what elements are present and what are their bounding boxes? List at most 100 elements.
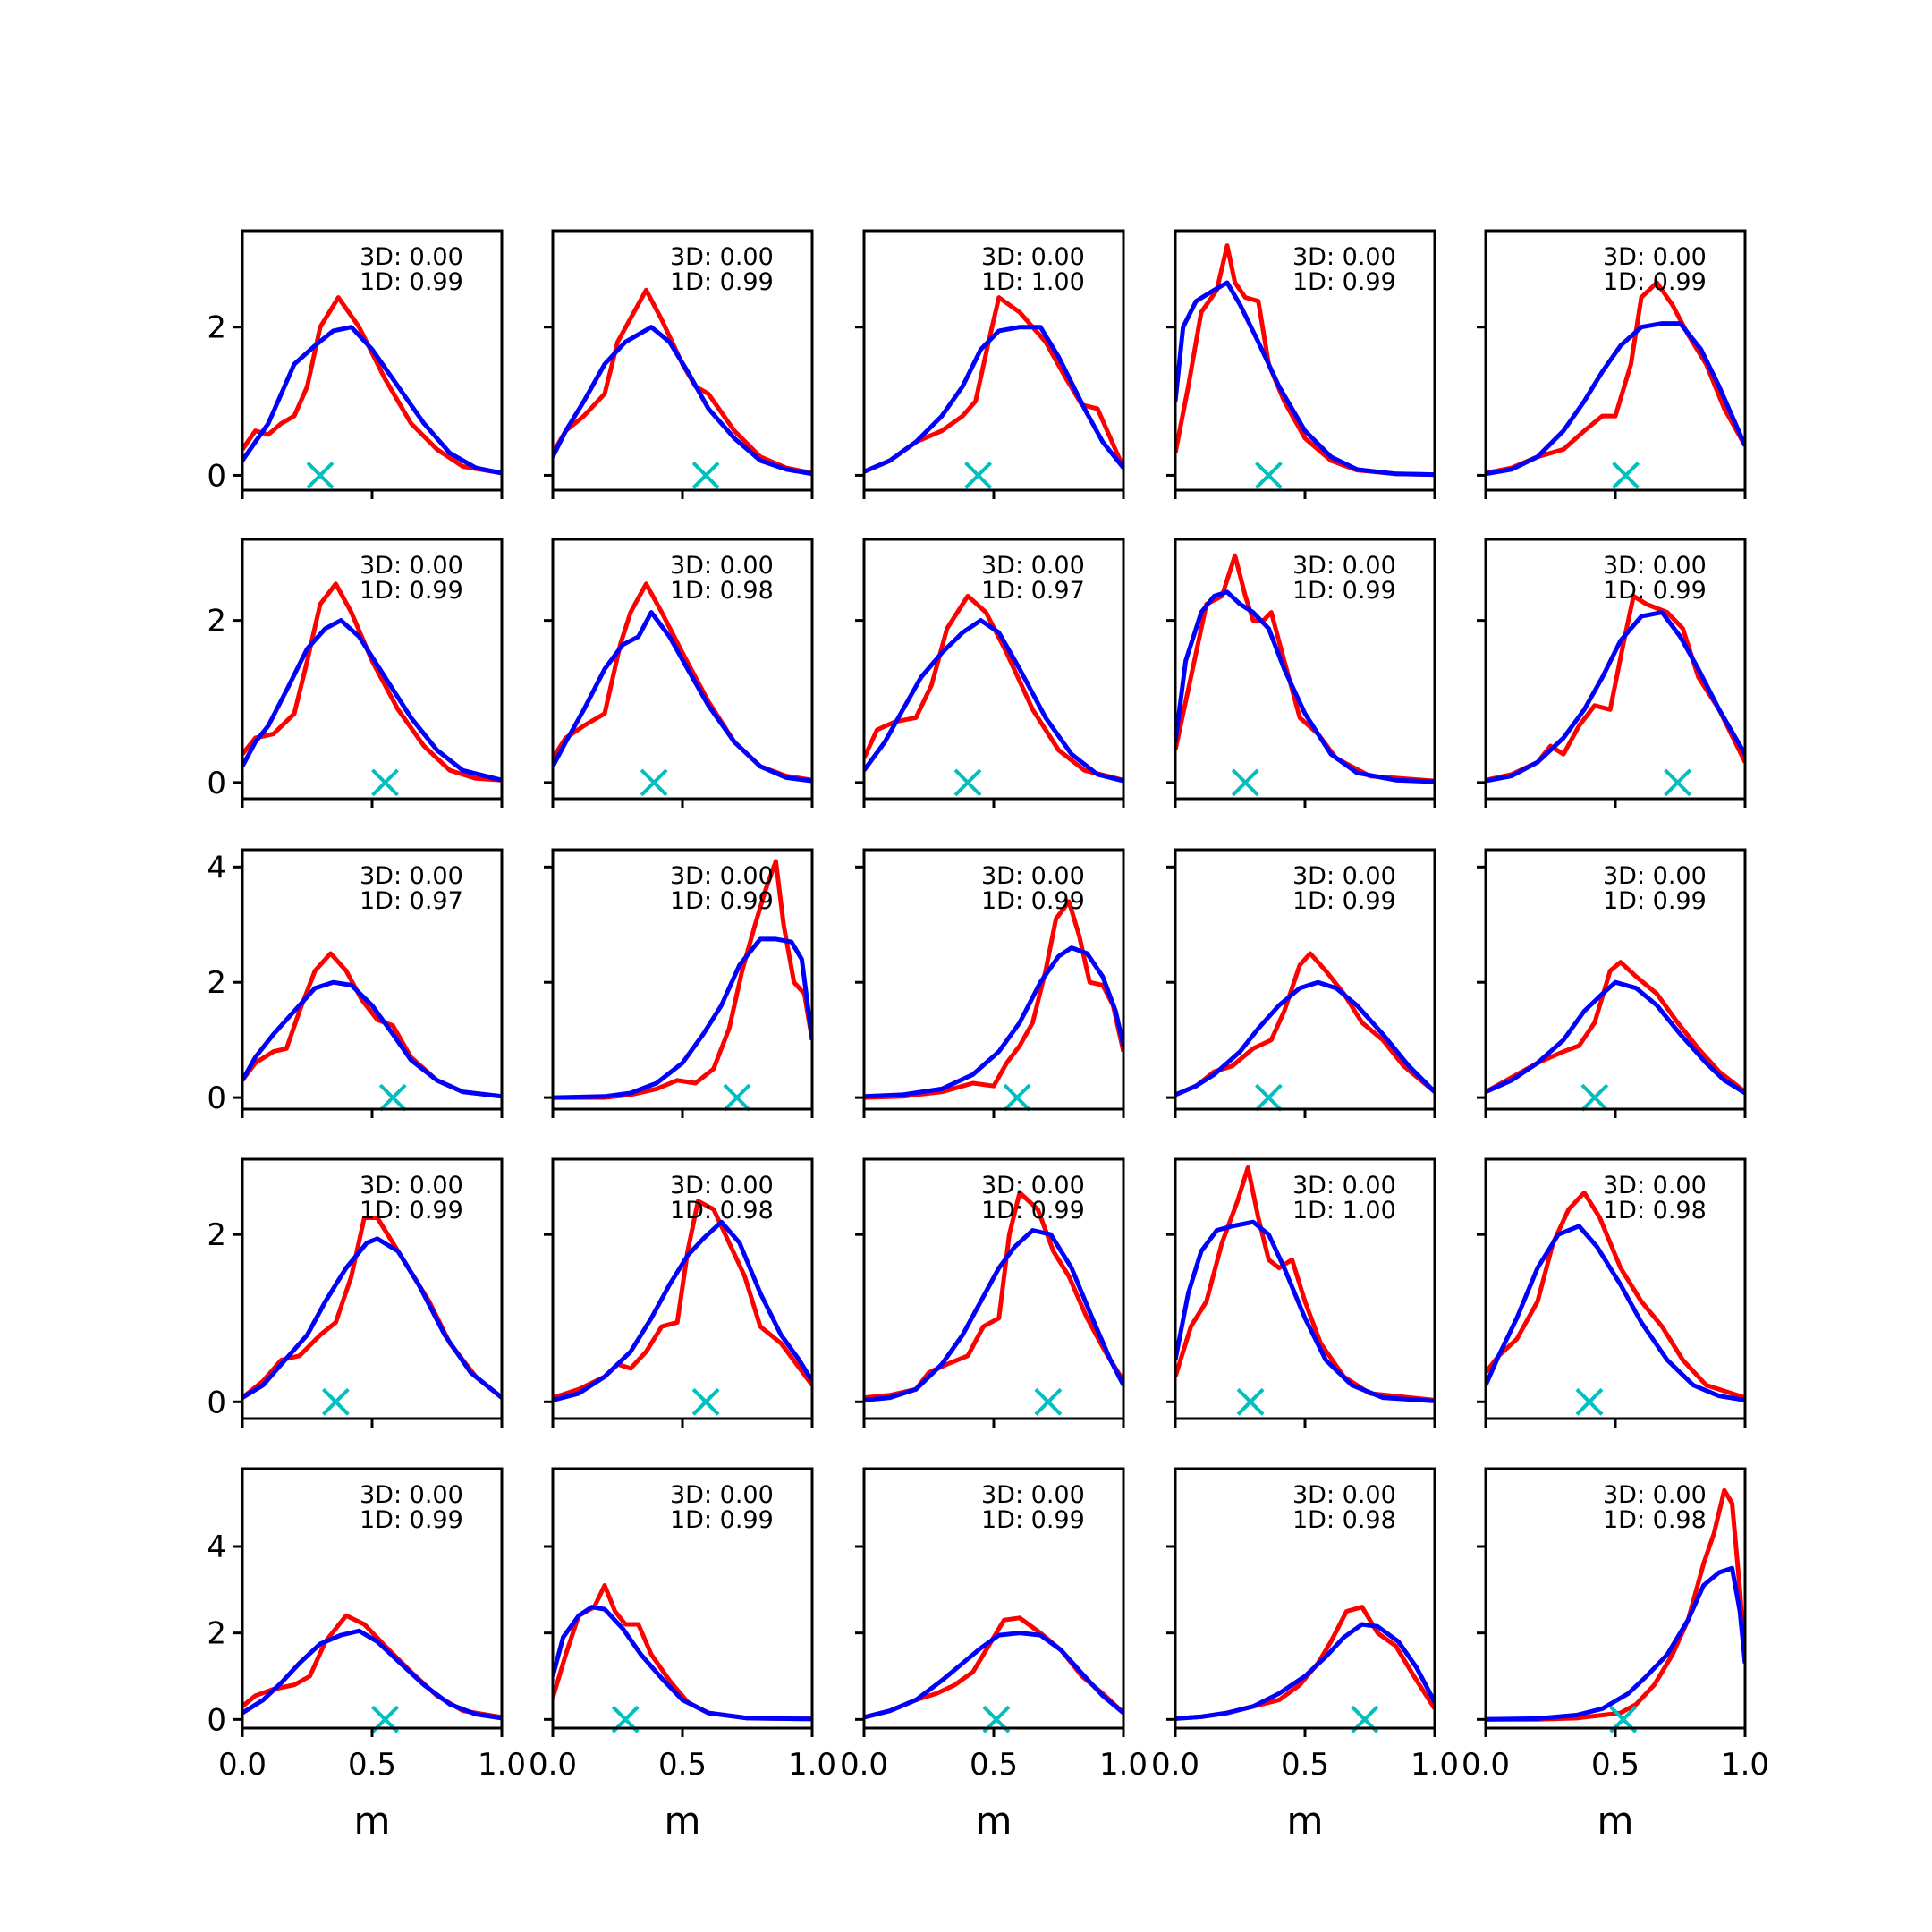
- annotation-text: 3D: 0.00: [1603, 862, 1707, 890]
- blue-curve: [242, 325, 502, 476]
- annotation-text: 1D: 0.99: [360, 268, 463, 296]
- x-marker: [1664, 768, 1692, 797]
- x-marker: [1003, 1083, 1031, 1112]
- x-tick-label: 0.0: [529, 1747, 577, 1783]
- x-tick-label: 0.5: [1281, 1747, 1329, 1783]
- red-curve: [864, 899, 1123, 1100]
- y-tick-label: 2: [207, 965, 226, 1001]
- blue-curve: [1486, 610, 1745, 784]
- blue-curve: [864, 945, 1123, 1099]
- x-marker: [691, 462, 720, 489]
- x-marker: [378, 1083, 407, 1112]
- annotation-text: 1D: 0.98: [670, 577, 774, 605]
- blue-curve: [242, 1628, 502, 1721]
- annotation-text: 1D: 0.99: [1603, 887, 1707, 915]
- annotation-text: 1D: 0.99: [1292, 577, 1396, 605]
- annotation-text: 3D: 0.00: [670, 862, 774, 890]
- annotation-text: 1D: 0.98: [1603, 1197, 1707, 1224]
- annotation-text: 1D: 0.99: [1603, 577, 1707, 605]
- annotation-text: 3D: 0.00: [360, 1481, 463, 1509]
- annotation-text: 3D: 0.00: [670, 243, 774, 271]
- blue-curve: [242, 1236, 502, 1400]
- x-tick-label: 0.0: [1151, 1747, 1199, 1783]
- annotation-text: 1D: 0.99: [981, 887, 1085, 915]
- annotation-text: 3D: 0.00: [981, 862, 1085, 890]
- annotation-text: 3D: 0.00: [1292, 552, 1396, 580]
- x-marker: [691, 1387, 720, 1416]
- blue-curve: [553, 325, 812, 477]
- x-marker: [1612, 462, 1640, 489]
- annotation-text: 1D: 0.99: [670, 1506, 774, 1534]
- annotation-text: 1D: 0.98: [670, 1197, 774, 1224]
- annotation-text: 3D: 0.00: [981, 1172, 1085, 1199]
- y-tick-label: 2: [207, 604, 226, 640]
- x-marker: [321, 1387, 350, 1416]
- red-curve: [864, 295, 1123, 474]
- blue-curve: [1175, 979, 1435, 1097]
- blue-curve: [553, 1219, 812, 1402]
- red-curve: [242, 295, 502, 476]
- x-tick-label: 1.0: [788, 1747, 836, 1783]
- y-tick-label: 4: [207, 850, 226, 886]
- blue-curve: [1175, 1219, 1435, 1403]
- annotation-text: 1D: 0.99: [981, 1506, 1085, 1534]
- blue-curve: [553, 1605, 812, 1722]
- annotation-text: 3D: 0.00: [1603, 243, 1707, 271]
- annotation-text: 3D: 0.00: [670, 1481, 774, 1509]
- annotation-text: 1D: 0.97: [981, 577, 1085, 605]
- blue-curve: [1175, 280, 1435, 478]
- x-tick-label: 0.0: [1462, 1747, 1510, 1783]
- annotation-text: 3D: 0.00: [981, 1481, 1085, 1509]
- y-tick-label: 0: [207, 1702, 226, 1738]
- x-marker: [723, 1083, 751, 1112]
- blue-curve: [864, 1631, 1123, 1720]
- annotation-text: 1D: 0.97: [360, 887, 463, 915]
- annotation-text: 1D: 0.99: [360, 1197, 463, 1224]
- blue-curve: [864, 618, 1123, 784]
- blue-curve: [242, 618, 502, 783]
- x-tick-label: 1.0: [1721, 1747, 1769, 1783]
- red-curve: [1486, 1190, 1745, 1400]
- annotation-text: 3D: 0.00: [1603, 1481, 1707, 1509]
- y-tick-label: 2: [207, 1217, 226, 1253]
- annotation-text: 1D: 0.99: [1292, 887, 1396, 915]
- blue-curve: [553, 610, 812, 784]
- x-axis-label: m: [976, 1799, 1013, 1843]
- annotation-text: 3D: 0.00: [1603, 552, 1707, 580]
- y-tick-label: 0: [207, 766, 226, 801]
- x-marker: [306, 462, 335, 489]
- x-tick-label: 1.0: [1099, 1747, 1148, 1783]
- annotation-text: 3D: 0.00: [360, 552, 463, 580]
- annotation-text: 1D: 0.99: [670, 887, 774, 915]
- x-marker: [1034, 1387, 1063, 1416]
- annotation-text: 3D: 0.00: [1603, 1172, 1707, 1199]
- annotation-text: 1D: 0.99: [1603, 268, 1707, 296]
- annotation-text: 1D: 0.99: [360, 1506, 463, 1534]
- x-marker: [1580, 1083, 1609, 1112]
- x-tick-label: 0.5: [658, 1747, 707, 1783]
- annotation-text: 3D: 0.00: [670, 552, 774, 580]
- x-tick-label: 0.0: [218, 1747, 267, 1783]
- annotation-text: 3D: 0.00: [1292, 1172, 1396, 1199]
- red-curve: [1486, 1487, 1745, 1722]
- blue-curve: [1486, 979, 1745, 1096]
- y-tick-label: 2: [207, 310, 226, 346]
- x-marker: [1231, 768, 1259, 797]
- annotation-text: 1D: 0.98: [1603, 1506, 1707, 1534]
- x-marker: [1254, 1083, 1283, 1112]
